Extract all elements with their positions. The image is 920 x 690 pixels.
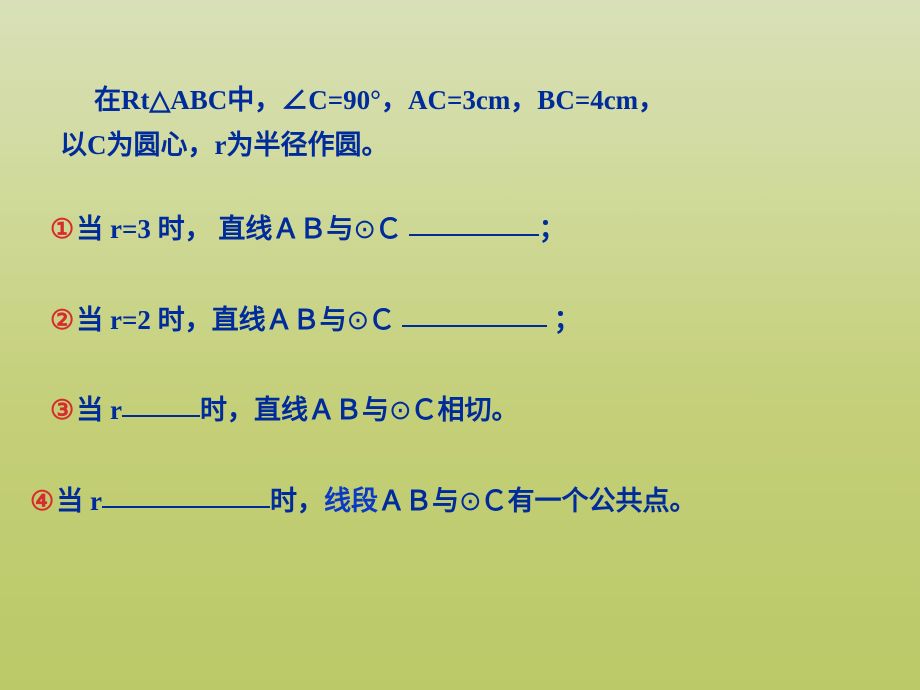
intro-l1-a: 在Rt [94, 85, 150, 115]
circle-dot-icon [459, 481, 481, 522]
intro-line2: 以C为圆心，r为半径作圆。 [60, 130, 388, 160]
triangle-symbol: △ [150, 85, 171, 115]
q4-pre: 当 r [56, 486, 102, 516]
q2-blank [402, 298, 547, 327]
q4-blank [102, 479, 270, 508]
circle-dot-icon [389, 390, 411, 431]
q2-pre: 当 r=2 时，直线ＡＢ与 [76, 305, 346, 335]
q2-tail: ； [547, 305, 581, 335]
marker-4: ④ [30, 481, 54, 522]
q4-post: ＡＢ与 [378, 486, 459, 516]
circle-dot-icon [347, 300, 369, 341]
question-1: ①当 r=3 时， 直线ＡＢ与 Ｃ ； [50, 209, 890, 250]
marker-1: ① [50, 209, 74, 250]
circle-dot-icon [353, 209, 375, 250]
problem-intro: 在Rt△ABC中，∠C=90°，AC=3cm，BC=4cm， 以C为圆心，r为半… [60, 78, 890, 167]
q3-pre: 当 r [76, 395, 122, 425]
q1-pre: 当 r=3 时， 直线ＡＢ与 [76, 214, 353, 244]
q2-circ: Ｃ [368, 305, 395, 335]
q4-emph: 线段 [324, 486, 378, 516]
marker-2: ② [50, 300, 74, 341]
intro-l1-b: ABC中，∠C=90°，AC=3cm，BC=4cm， [170, 85, 665, 115]
q4-mid: 时， [270, 486, 324, 516]
q1-tail: ； [539, 214, 566, 244]
q4-tail: 有一个公共点。 [508, 486, 697, 516]
q4-circ: Ｃ [481, 486, 508, 516]
q3-blank [122, 388, 200, 417]
question-2: ②当 r=2 时，直线ＡＢ与 Ｃ ； [50, 300, 890, 341]
q3-circ: Ｃ [411, 395, 438, 425]
q3-mid: 时，直线ＡＢ与 [200, 395, 389, 425]
slide: 在Rt△ABC中，∠C=90°，AC=3cm，BC=4cm， 以C为圆心，r为半… [0, 0, 920, 521]
question-4: ④当 r 时，线段ＡＢ与 Ｃ有一个公共点。 [30, 481, 890, 522]
question-3: ③当 r 时，直线ＡＢ与 Ｃ相切。 [50, 390, 890, 431]
q1-blank [409, 207, 539, 236]
intro-line1: 在Rt△ABC中，∠C=90°，AC=3cm，BC=4cm， [60, 85, 665, 115]
q3-tail: 相切。 [438, 395, 519, 425]
q1-circ: Ｃ [375, 214, 402, 244]
marker-3: ③ [50, 390, 74, 431]
